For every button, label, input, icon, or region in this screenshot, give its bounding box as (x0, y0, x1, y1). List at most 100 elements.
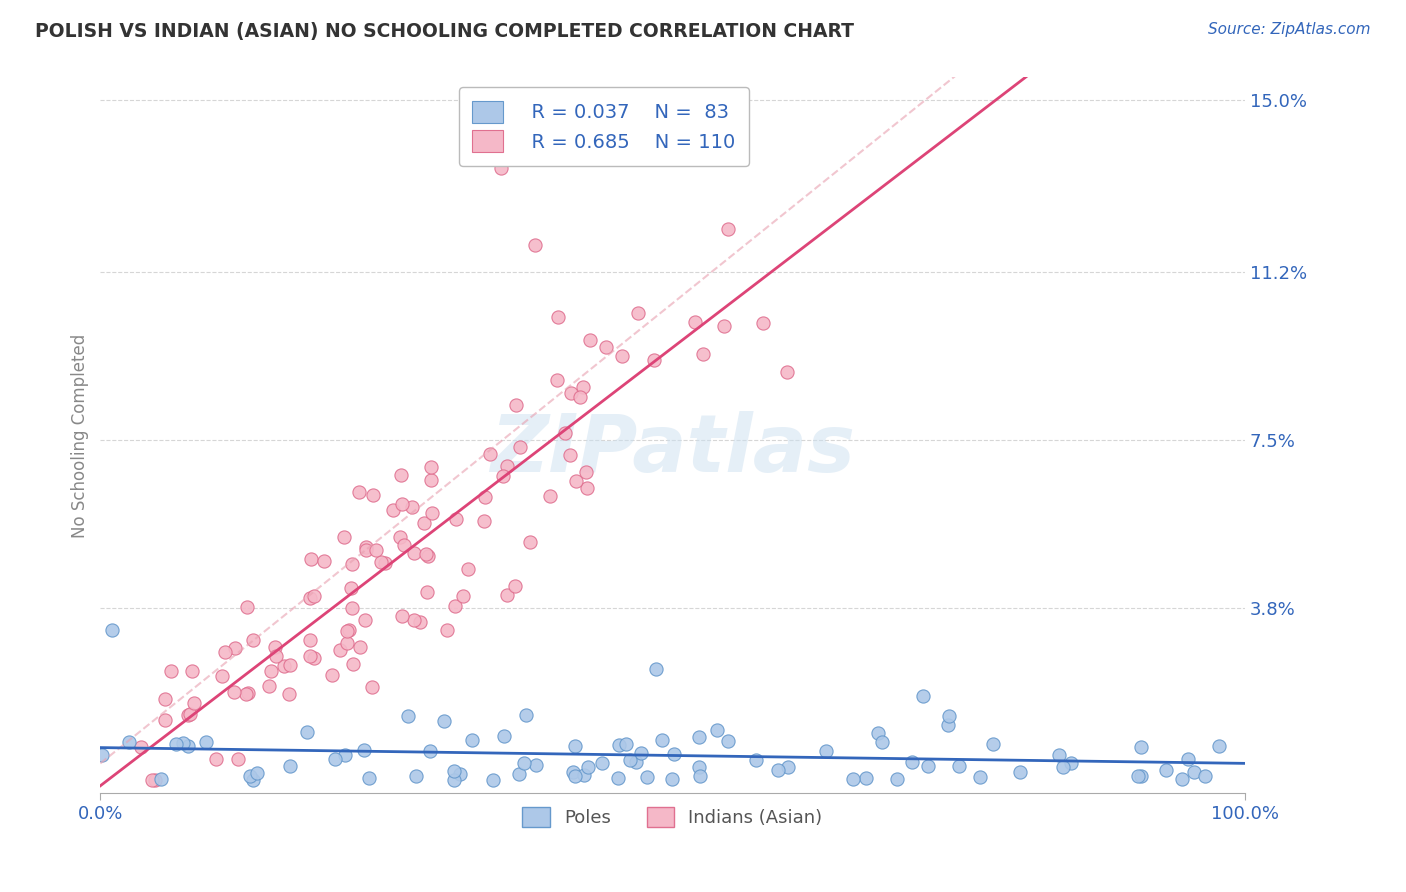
Point (901, 755, 924, 769)
Point (1154, 763, 1177, 777)
Point (855, 772, 877, 786)
Point (776, 760, 799, 774)
Point (449, 767, 471, 781)
Point (519, 535, 541, 549)
Point (689, 769, 711, 783)
Point (509, 440, 531, 454)
Point (444, 512, 467, 526)
Point (443, 764, 465, 778)
Point (239, 769, 262, 783)
Point (547, 310, 569, 325)
Point (624, 755, 647, 769)
Point (388, 530, 411, 544)
Point (242, 633, 264, 648)
Point (969, 770, 991, 784)
Point (353, 743, 375, 757)
Point (314, 554, 336, 568)
Point (336, 636, 359, 650)
Point (359, 771, 381, 785)
Point (561, 765, 583, 780)
Point (278, 759, 301, 773)
Point (391, 609, 413, 624)
Point (460, 732, 482, 747)
Point (938, 718, 960, 732)
Point (948, 758, 970, 772)
Point (323, 751, 346, 765)
Point (478, 447, 501, 461)
Point (496, 589, 519, 603)
Point (717, 221, 740, 235)
Point (492, 469, 515, 483)
Point (278, 687, 301, 701)
Point (560, 448, 582, 462)
Point (1208, 739, 1230, 753)
Point (179, 707, 201, 722)
Text: ZIPatlas: ZIPatlas (491, 410, 855, 489)
Point (118, 735, 141, 749)
Point (273, 659, 295, 673)
Point (565, 474, 588, 488)
Point (356, 540, 378, 554)
Point (433, 714, 456, 728)
Point (153, 692, 176, 706)
Point (1129, 740, 1152, 755)
Point (91, 747, 114, 762)
Point (568, 390, 591, 404)
Point (494, 729, 516, 743)
Point (419, 474, 441, 488)
Point (503, 579, 526, 593)
Point (870, 735, 893, 749)
Point (141, 772, 163, 787)
Text: Source: ZipAtlas.com: Source: ZipAtlas.com (1208, 22, 1371, 37)
Point (299, 632, 322, 647)
Point (1177, 752, 1199, 766)
Point (595, 340, 617, 354)
Point (706, 723, 728, 738)
Point (402, 613, 425, 627)
Point (768, 763, 790, 777)
Point (513, 756, 536, 770)
Point (246, 766, 269, 780)
Point (402, 546, 425, 560)
Point (391, 468, 413, 483)
Point (1126, 768, 1149, 782)
Point (591, 756, 613, 770)
Point (457, 562, 479, 576)
Point (443, 599, 465, 613)
Point (337, 623, 360, 637)
Point (150, 772, 173, 786)
Point (866, 725, 889, 739)
Point (692, 347, 714, 361)
Point (205, 752, 228, 766)
Point (349, 640, 371, 655)
Point (409, 615, 432, 629)
Point (1130, 769, 1153, 783)
Point (214, 645, 236, 659)
Point (886, 772, 908, 786)
Point (575, 465, 598, 479)
Point (645, 662, 668, 676)
Point (349, 484, 371, 499)
Point (236, 686, 259, 700)
Point (336, 624, 359, 639)
Point (235, 687, 257, 701)
Point (636, 770, 658, 784)
Point (194, 735, 217, 749)
Point (938, 708, 960, 723)
Point (401, 500, 423, 514)
Text: POLISH VS INDIAN (ASIAN) NO SCHOOLING COMPLETED CORRELATION CHART: POLISH VS INDIAN (ASIAN) NO SCHOOLING CO… (35, 22, 855, 41)
Point (606, 771, 628, 785)
Point (554, 425, 576, 440)
Point (643, 352, 665, 367)
Point (180, 664, 202, 678)
Point (419, 459, 441, 474)
Point (392, 538, 415, 552)
Point (420, 506, 443, 520)
Point (524, 758, 547, 772)
Point (1052, 760, 1074, 774)
Point (451, 590, 474, 604)
Point (361, 681, 384, 695)
Point (183, 696, 205, 710)
Point (713, 318, 735, 333)
Point (354, 543, 377, 558)
